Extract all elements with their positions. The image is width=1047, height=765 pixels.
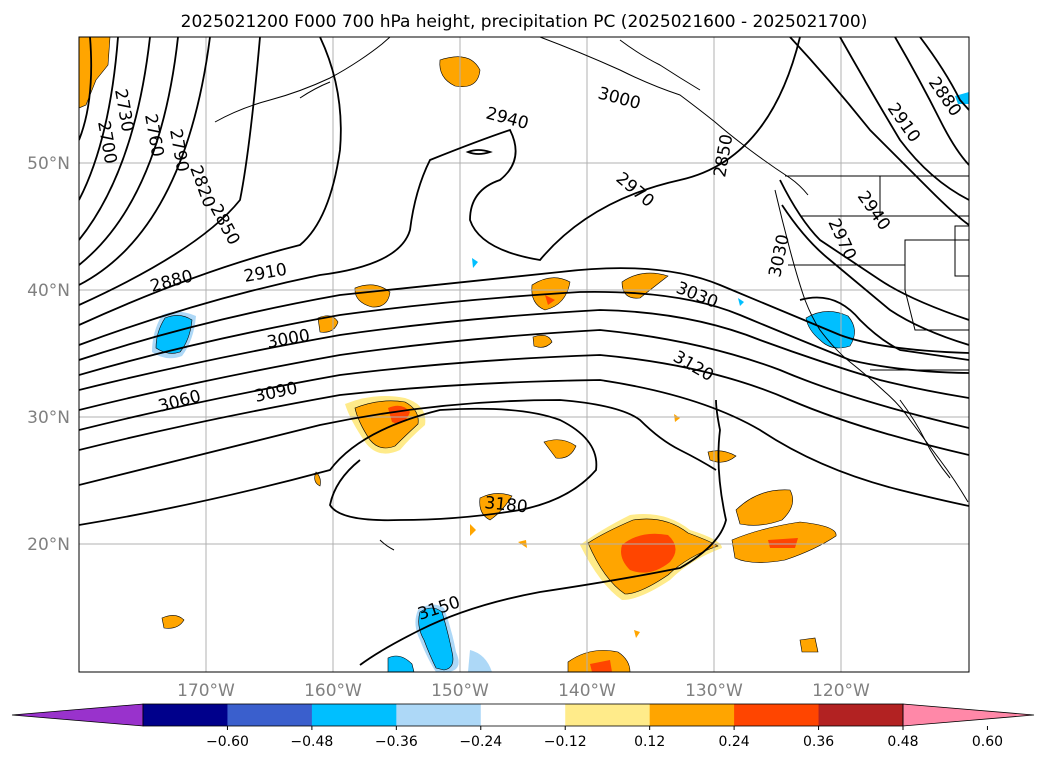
lon-label: 160°W — [304, 681, 362, 701]
colorbar-tick-label: 0.60 — [972, 734, 1003, 750]
lat-label: 50°N — [27, 154, 70, 174]
contour-label: 3180 — [483, 493, 528, 517]
colorbar-tick-label: −0.36 — [375, 734, 418, 750]
colorbar-segment — [565, 704, 651, 726]
colorbar-extend-high — [902, 703, 1035, 727]
colorbar-tick-label: 0.12 — [634, 734, 665, 750]
colorbar-segment — [480, 704, 566, 726]
graticule — [79, 37, 969, 672]
height-contours — [79, 37, 969, 666]
colorbar-outline — [142, 703, 904, 727]
colorbar-segment — [227, 704, 313, 726]
colorbar-tick-label: −0.48 — [290, 734, 333, 750]
lon-label: 140°W — [558, 681, 616, 701]
colorbar-tick-label: −0.60 — [206, 734, 249, 750]
lat-label: 40°N — [27, 281, 70, 301]
colorbar-segment — [818, 704, 904, 726]
colorbar-tick-label: −0.24 — [459, 734, 502, 750]
colorbar-segment — [734, 704, 820, 726]
colorbar: −0.60 −0.48 −0.36 −0.24 −0.12 0.12 0.24 0.36 0.4… — [11, 703, 1035, 750]
colorbar-segment — [311, 704, 397, 726]
latitude-labels: 50°N 40°N 30°N 20°N — [27, 154, 70, 555]
colorbar-extend-low — [11, 703, 144, 727]
longitude-labels: 170°W 160°W 150°W 140°W 130°W 120°W — [177, 681, 870, 701]
lat-label: 30°N — [27, 408, 70, 428]
colorbar-tick-label: 0.36 — [803, 734, 834, 750]
colorbar-tick-label: 0.24 — [719, 734, 750, 750]
lon-label: 120°W — [812, 681, 870, 701]
map-area: 2700 2730 2760 2790 2820 2850 2880 2910 … — [79, 37, 969, 672]
map-frame — [78, 36, 970, 673]
colorbar-tick-label: −0.12 — [544, 734, 587, 750]
lon-label: 150°W — [431, 681, 489, 701]
lon-label: 130°W — [685, 681, 743, 701]
colorbar-segment — [396, 704, 482, 726]
colorbar-segment — [649, 704, 735, 726]
map-title: 2025021200 F000 700 hPa height, precipit… — [181, 12, 868, 32]
lon-label: 170°W — [177, 681, 235, 701]
coastlines — [214, 37, 969, 551]
colorbar-tick-label: 0.48 — [887, 734, 918, 750]
colorbar-segment — [143, 704, 228, 726]
lat-label: 20°N — [27, 535, 70, 555]
